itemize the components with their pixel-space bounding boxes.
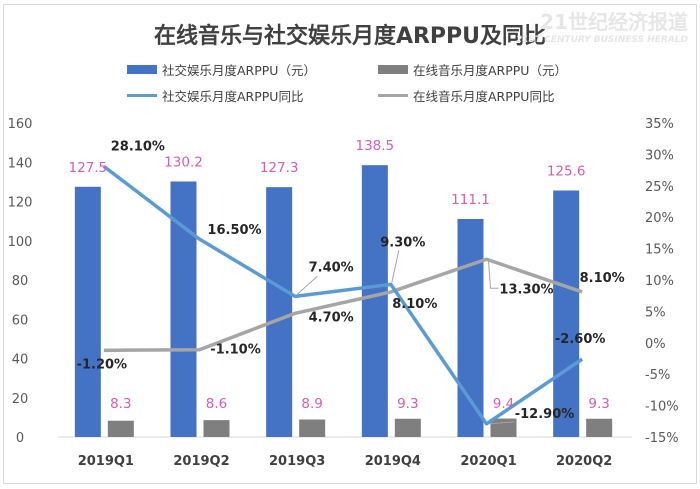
bar-data-label: 8.3: [110, 396, 131, 412]
y-left-tick-label: 0: [16, 431, 24, 446]
bar-social: [266, 187, 293, 437]
line-data-label: -12.90%: [515, 407, 575, 422]
line-data-label: 7.40%: [309, 260, 354, 275]
y-left-tick-label: 20: [12, 392, 29, 407]
bar-music: [586, 418, 613, 437]
line-data-label: -2.60%: [555, 332, 606, 347]
y-left-tick-label: 40: [12, 353, 29, 368]
y-right-tick-label: 20%: [645, 211, 674, 226]
y-left-tick-label: 100: [8, 235, 33, 250]
x-tick-label: 2019Q4: [365, 454, 421, 469]
line-social-yoy: [102, 164, 584, 426]
x-tick-label: 2020Q2: [556, 454, 612, 469]
bar-data-label: 127.5: [69, 160, 108, 176]
watermark-logo: 21世纪经济报道 21ST CENTURY BUSINESS HERALD: [516, 6, 688, 45]
y-right-tick-label: 0%: [645, 337, 666, 352]
leader-line: [296, 275, 318, 295]
watermark-cn: 21世纪经济报道: [540, 10, 688, 34]
bar-social: [553, 190, 580, 437]
legend-swatch: [127, 65, 157, 74]
bar-data-label: 130.2: [164, 154, 203, 170]
line-data-label: 28.10%: [111, 139, 165, 154]
bar-data-label: 111.1: [451, 192, 490, 208]
bar-data-label: 125.6: [547, 164, 586, 180]
y-left-tick-label: 140: [8, 156, 33, 171]
legend-item-social-line: 社交娱乐月度ARPPU同比: [127, 86, 303, 105]
x-tick-label: 2019Q3: [269, 454, 325, 469]
legend-label: 社交娱乐月度ARPPU同比: [162, 89, 304, 104]
y-right-tick-label: 30%: [645, 148, 674, 163]
bar-data-label: 9.3: [588, 396, 609, 412]
watermark-en: 21ST CENTURY BUSINESS HERALD: [515, 35, 688, 45]
bar-music: [107, 420, 134, 437]
line-data-label: -1.10%: [210, 343, 261, 358]
line-data-label: 4.70%: [309, 310, 354, 325]
line-data-label: 16.50%: [207, 223, 261, 238]
bar-social: [170, 181, 197, 437]
legend-label: 社交娱乐月度ARPPU（元）: [162, 63, 316, 78]
bar-social: [74, 186, 101, 437]
x-tick-label: 2019Q2: [173, 454, 229, 469]
line-data-label: 8.10%: [392, 297, 437, 312]
y-right-tick-label: -5%: [645, 368, 670, 383]
y-left-tick-label: 60: [12, 313, 29, 328]
line-data-label: 9.30%: [380, 235, 425, 250]
bar-social: [361, 165, 388, 437]
y-right-tick-label: 35%: [645, 117, 674, 132]
x-tick-label: 2020Q1: [460, 454, 516, 469]
y-left-tick-label: 120: [8, 196, 33, 211]
legend-swatch: [127, 94, 157, 97]
bar-data-label: 138.5: [356, 138, 395, 154]
line-data-label: -1.20%: [77, 357, 128, 372]
leader-line: [489, 421, 515, 425]
bar-music: [490, 418, 517, 437]
y-right-tick-label: 5%: [645, 305, 666, 320]
legend-item-music-bar: 在线音乐月度ARPPU（元）: [378, 60, 567, 79]
bar-data-label: 9.3: [397, 396, 418, 412]
leader-line: [391, 250, 400, 283]
bar-data-label: 127.3: [260, 160, 299, 176]
legend-label: 在线音乐月度ARPPU（元）: [413, 63, 567, 78]
chart-frame: [3, 4, 697, 484]
legend-item-social-bar: 社交娱乐月度ARPPU（元）: [127, 60, 316, 79]
leader-line: [488, 261, 499, 289]
y-right-tick-label: 25%: [645, 180, 674, 195]
y-left-tick-label: 80: [12, 274, 29, 289]
legend-label: 在线音乐月度ARPPU同比: [413, 89, 555, 104]
bar-music: [299, 419, 326, 437]
bar-music: [394, 418, 421, 437]
y-right-tick-label: 15%: [645, 243, 674, 258]
chart-title: 在线音乐与社交娱乐月度ARPPU及同比: [153, 24, 547, 49]
line-data-label: 13.30%: [499, 282, 553, 297]
bar-data-label: 9.4: [493, 396, 514, 412]
y-left-tick-label: 160: [8, 117, 33, 132]
legend-swatch: [378, 65, 408, 74]
line-music-yoy: [103, 257, 583, 353]
y-right-tick-label: -10%: [645, 400, 679, 415]
line-data-label: 8.10%: [580, 271, 625, 286]
y-right-tick-label: 10%: [645, 274, 674, 289]
y-right-tick-label: -15%: [645, 431, 679, 446]
x-tick-label: 2019Q1: [78, 454, 134, 469]
bar-data-label: 8.6: [206, 396, 227, 412]
legend-swatch: [378, 94, 408, 97]
bar-data-label: 8.9: [301, 396, 322, 412]
legend-item-music-line: 在线音乐月度ARPPU同比: [378, 86, 554, 105]
bar-music: [203, 420, 230, 437]
bar-social: [457, 218, 484, 437]
